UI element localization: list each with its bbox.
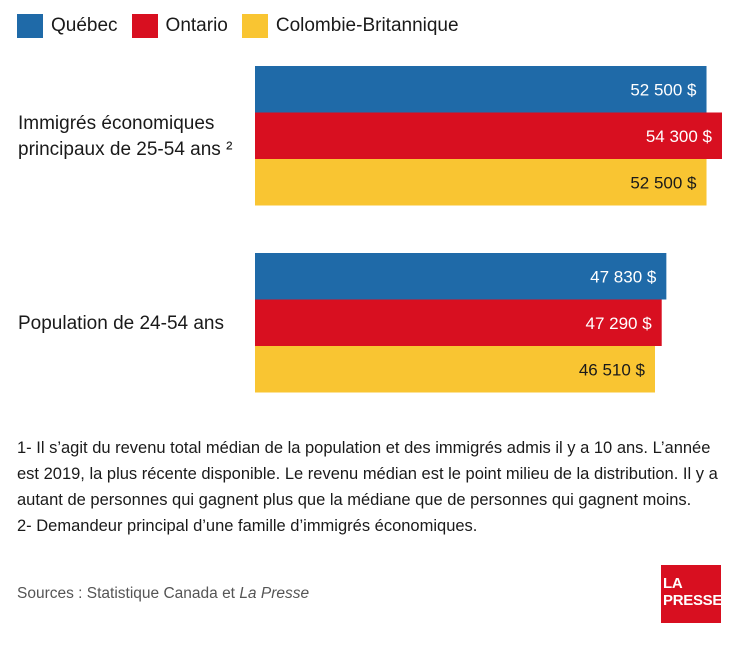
bar-ontario-1 xyxy=(255,112,722,159)
legend-item-quebec: Québec xyxy=(17,14,118,38)
bar-value-label: 52 500 $ xyxy=(630,173,697,192)
bar-quebec-1 xyxy=(255,66,707,113)
legend-swatch-colombie-britannique xyxy=(241,14,268,38)
bar-colombie-britannique-1 xyxy=(255,159,707,206)
footnote-1: 1- Il s’agit du revenu total médian de l… xyxy=(17,439,718,509)
sources: Sources : Statistique Canada et La Press… xyxy=(17,585,309,603)
logo-line1: LA xyxy=(663,575,683,592)
category-label-2: Population de 24-54 ans xyxy=(18,313,224,334)
category-label-1: Immigrés économiques principaux de 25-54 … xyxy=(18,113,232,160)
bar-colombie-britannique-2 xyxy=(255,346,656,393)
bar-ontario-2 xyxy=(255,299,662,346)
legend-label-quebec: Québec xyxy=(51,15,118,36)
bar-value-label: 46 510 $ xyxy=(579,360,646,379)
legend-label-ontario: Ontario xyxy=(165,15,228,36)
sources-italic: La Presse xyxy=(239,585,310,602)
legend-item-colombie-britannique: Colombie-Britannique xyxy=(241,14,459,38)
sources-prefix: Sources : Statistique Canada et xyxy=(17,585,240,602)
la-presse-logo: LA PRESSE xyxy=(661,565,723,623)
footnote-2: 2- Demandeur principal d’une famille d’i… xyxy=(17,517,478,535)
legend-swatch-quebec xyxy=(17,14,43,38)
logo-line2: PRESSE xyxy=(663,592,723,609)
bar-value-label: 47 290 $ xyxy=(586,314,653,333)
footnotes: 1- Il s’agit du revenu total médian de l… xyxy=(17,435,729,539)
bar-value-label: 52 500 $ xyxy=(630,80,697,99)
bar-value-label: 54 300 $ xyxy=(646,127,713,146)
bar-value-label: 47 830 $ xyxy=(590,267,657,286)
bar-quebec-2 xyxy=(255,253,667,300)
legend-swatch-ontario xyxy=(131,14,158,38)
legend-item-ontario: Ontario xyxy=(131,14,228,38)
legend-label-colombie-britannique: Colombie-Britannique xyxy=(275,15,459,36)
bar-chart: 52 500 $ 54 300 $ 52 500 $ Immigrés économi… xyxy=(18,66,722,393)
legend: Québec Ontario Colombie-Britannique xyxy=(17,14,473,38)
